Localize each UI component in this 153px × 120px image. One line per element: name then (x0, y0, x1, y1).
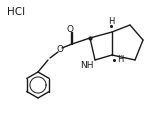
Text: O: O (56, 45, 63, 54)
Text: H: H (108, 18, 114, 27)
Text: HCl: HCl (7, 7, 25, 17)
Text: O: O (67, 24, 73, 33)
Text: NH: NH (80, 60, 94, 69)
Text: Ḣ: Ḣ (117, 55, 123, 65)
